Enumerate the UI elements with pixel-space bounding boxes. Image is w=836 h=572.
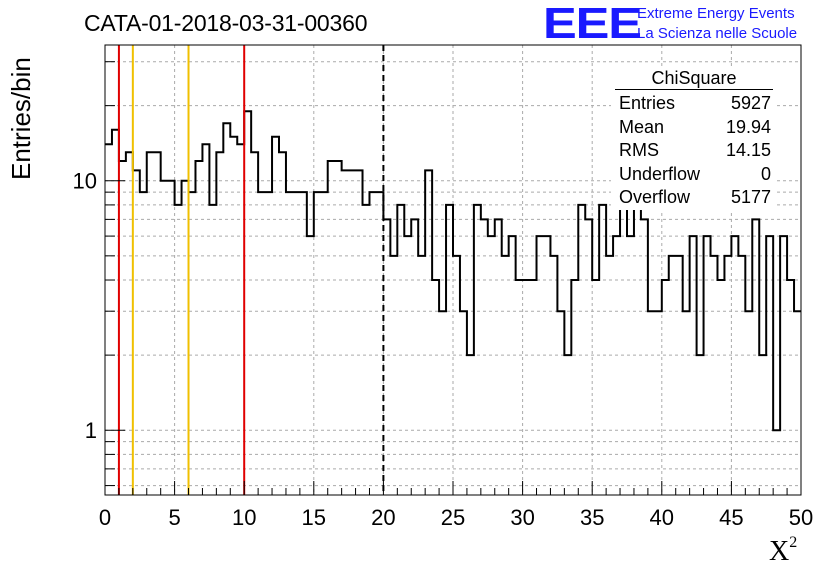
stats-value: 0 — [760, 163, 771, 184]
stats-label: Mean — [619, 116, 665, 137]
stats-value: 14.15 — [725, 140, 771, 160]
stats-row-overflow: Overflow 5177 — [611, 186, 777, 210]
x-axis-label-sup: 2 — [789, 534, 798, 551]
chart-title: CATA-01-2018-03-31-00360 — [84, 10, 368, 36]
stats-row-underflow: Underflow 0 — [611, 163, 777, 187]
x-tick-label: 15 — [302, 505, 326, 530]
x-tick-label: 35 — [580, 505, 604, 530]
y-axis-label: Entries/bin — [6, 57, 36, 180]
x-tick-label: 50 — [789, 505, 813, 530]
x-tick-label: 10 — [232, 505, 256, 530]
stats-row-mean: Mean 19.94 — [611, 116, 777, 140]
stats-label: Overflow — [619, 187, 691, 207]
stats-box: ChiSquare Entries 5927 Mean 19.94 RMS 14.15… — [611, 67, 777, 210]
x-tick-label: 30 — [510, 505, 534, 530]
stats-value: 5927 — [730, 93, 771, 113]
stats-label: Underflow — [619, 163, 701, 184]
stats-row-rms: RMS 14.15 — [611, 139, 777, 163]
x-tick-label: 20 — [371, 505, 395, 530]
x-tick-label: 45 — [719, 505, 743, 530]
eee-logo-text: Extreme Energy Events La Scienza nelle S… — [637, 4, 797, 44]
stats-value: 19.94 — [725, 116, 771, 137]
stats-value: 5177 — [730, 187, 771, 207]
logo-line-2: La Scienza nelle Scuole — [637, 25, 798, 42]
stats-title: ChiSquare — [615, 67, 773, 90]
x-axis-label: X2 — [769, 534, 798, 568]
x-axis-label-base: X — [769, 536, 790, 567]
x-tick-label: 40 — [650, 505, 674, 530]
stats-label: RMS — [619, 140, 659, 160]
x-tick-label: 25 — [441, 505, 465, 530]
stats-row-entries: Entries 5927 — [611, 92, 777, 116]
histogram-series — [105, 110, 801, 432]
logo-line-1: Extreme Energy Events — [637, 5, 795, 22]
y-tick-label: 1 — [85, 418, 97, 443]
x-tick-label: 5 — [168, 505, 180, 530]
x-tick-label: 0 — [99, 505, 111, 530]
stats-label: Entries — [619, 93, 676, 113]
y-tick-label: 10 — [73, 169, 97, 194]
eee-logo: EEE — [543, 0, 642, 48]
